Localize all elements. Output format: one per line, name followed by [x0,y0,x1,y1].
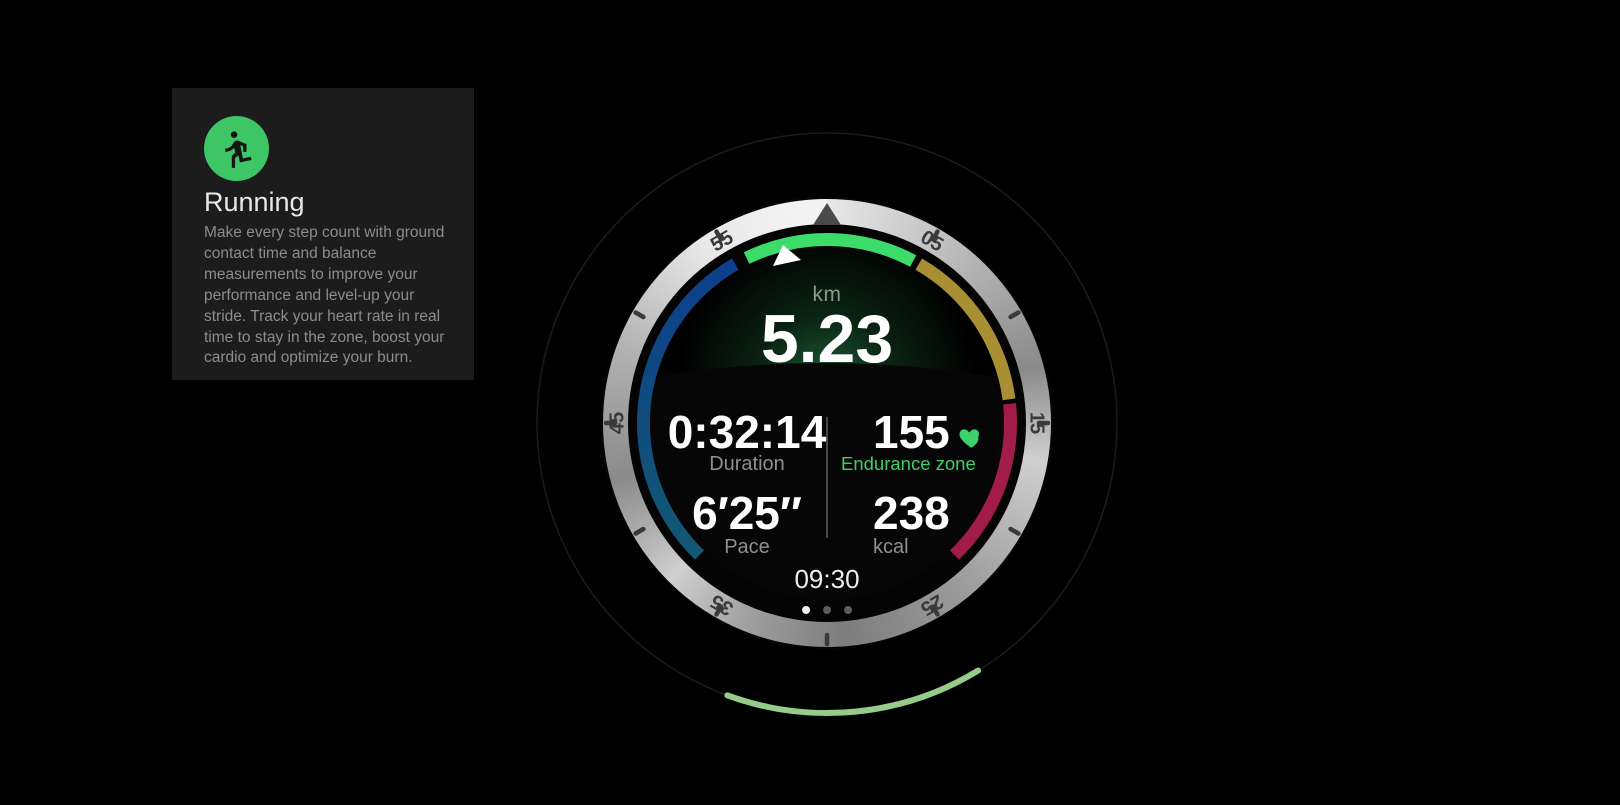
svg-text:45: 45 [606,412,628,434]
svg-text:15: 15 [1026,412,1048,434]
